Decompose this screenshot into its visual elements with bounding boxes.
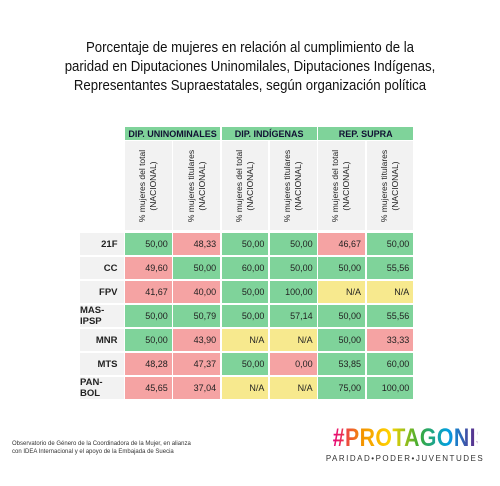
table-cell: 49,60 — [125, 257, 172, 279]
column-header-text: % mujeres del total (NACIONAL) — [137, 149, 159, 221]
group-header: DIP. UNINOMINALES — [125, 127, 221, 140]
table-cell: 48,33 — [173, 233, 221, 255]
table-cell: 50,00 — [318, 305, 365, 327]
column-header-line: (NACIONAL) — [341, 160, 352, 211]
table-cell: 50,00 — [318, 257, 365, 279]
table-cell: 60,00 — [366, 353, 414, 375]
table-cell: N/A — [221, 377, 269, 399]
table-cell: 41,67 — [125, 281, 172, 303]
table-cell: 55,56 — [366, 305, 414, 327]
footer-credit: Observatorio de Género de la Coordinador… — [12, 441, 191, 456]
table-cell: N/A — [269, 377, 317, 399]
column-header-text: % mujeres del total (NACIONAL) — [234, 149, 256, 221]
table-cell: 37,04 — [173, 377, 221, 399]
table-cell: 43,90 — [173, 329, 221, 351]
table-cell: 47,37 — [173, 353, 221, 375]
column-header: % mujeres del total (NACIONAL) — [221, 141, 269, 230]
column-header: % mujeres titulares (NACIONAL) — [269, 141, 317, 230]
table-cell: 100,00 — [269, 281, 317, 303]
row-label: PAN-BOL — [80, 377, 124, 399]
row-label: MAS-IPSP — [80, 305, 124, 327]
footer-line: Observatorio de Género de la Coordinador… — [12, 441, 191, 447]
column-header: % mujeres titulares (NACIONAL) — [173, 141, 221, 230]
row-label: 21F — [80, 233, 124, 255]
column-header-line: (NACIONAL) — [148, 160, 159, 211]
column-header-text: % mujeres titulares (NACIONAL) — [282, 149, 304, 221]
logo-subtitle: PARIDAD•PODER•JUVENTUDES — [325, 454, 485, 463]
table-cell: 46,67 — [318, 233, 365, 255]
row-label: MTS — [80, 353, 124, 375]
column-header: % mujeres del total (NACIONAL) — [318, 141, 365, 230]
column-header-line: (NACIONAL) — [196, 160, 207, 211]
table-cell: 57,14 — [269, 305, 317, 327]
column-header-line: (NACIONAL) — [244, 160, 255, 211]
table-cell: 55,56 — [366, 257, 414, 279]
column-header: % mujeres titulares (NACIONAL) — [366, 141, 414, 230]
table-cell: 50,00 — [125, 305, 172, 327]
column-header: % mujeres del total (NACIONAL) — [125, 141, 172, 230]
table-cell: 0,00 — [269, 353, 317, 375]
title-line: Representantes Supraestatales, según org… — [73, 77, 427, 94]
table-cell: 50,00 — [125, 329, 172, 351]
table-cell: 50,00 — [366, 233, 414, 255]
column-header-line: % mujeres del total — [330, 149, 341, 222]
column-header-text: % mujeres titulares (NACIONAL) — [186, 149, 208, 221]
table-cell: 50,00 — [221, 305, 269, 327]
column-header-line: % mujeres del total — [233, 149, 244, 222]
logo: #PROTAGONISTAS PARIDAD•PODER•JUVENTUDES — [320, 424, 500, 463]
title-line: paridad en Diputaciones Uninomilales, Di… — [64, 58, 436, 75]
table-cell: 50,79 — [173, 305, 221, 327]
table-cell: 40,00 — [173, 281, 221, 303]
table-cell: 50,00 — [221, 353, 269, 375]
column-header-line: % mujeres titulares — [185, 149, 196, 222]
row-label: CC — [80, 257, 124, 279]
footer-line: con IDEA Internacional y el apoyo de la … — [12, 448, 174, 455]
column-header-line: % mujeres titulares — [282, 149, 293, 222]
group-header: REP. SUPRA — [318, 127, 414, 140]
group-header: DIP. INDÍGENAS — [221, 127, 317, 140]
table-cell: 60,00 — [221, 257, 269, 279]
column-header-line: (NACIONAL) — [293, 160, 304, 211]
table-cell: 100,00 — [366, 377, 414, 399]
table-cell: 45,65 — [125, 377, 172, 399]
row-label: FPV — [80, 281, 124, 303]
table-cell: N/A — [269, 329, 317, 351]
table-cell: 50,00 — [173, 257, 221, 279]
title: Porcentaje de mujeres en relación al cum… — [30, 38, 470, 95]
table-cell: 50,00 — [269, 233, 317, 255]
column-header-line: % mujeres titulares — [378, 149, 389, 222]
table-cell: N/A — [366, 281, 414, 303]
column-header-line: (NACIONAL) — [389, 160, 400, 211]
column-header-line: % mujeres del total — [137, 149, 148, 222]
table-cell: 75,00 — [318, 377, 365, 399]
table-cell: N/A — [318, 281, 365, 303]
table-cell: 53,85 — [318, 353, 365, 375]
table-cell: 50,00 — [125, 233, 172, 255]
table-cell: 50,00 — [221, 281, 269, 303]
table-cell: 50,00 — [269, 257, 317, 279]
table-cell: 50,00 — [318, 329, 365, 351]
table-cell: N/A — [221, 329, 269, 351]
column-header-text: % mujeres del total (NACIONAL) — [331, 149, 353, 221]
row-label: MNR — [80, 329, 124, 351]
table-cell: 33,33 — [366, 329, 414, 351]
table-cell: 50,00 — [221, 233, 269, 255]
table-cell: 48,28 — [125, 353, 172, 375]
logo-title: #PROTAGONISTAS — [332, 424, 500, 452]
column-header-text: % mujeres titulares (NACIONAL) — [379, 149, 401, 221]
title-line: Porcentaje de mujeres en relación al cum… — [86, 39, 414, 56]
